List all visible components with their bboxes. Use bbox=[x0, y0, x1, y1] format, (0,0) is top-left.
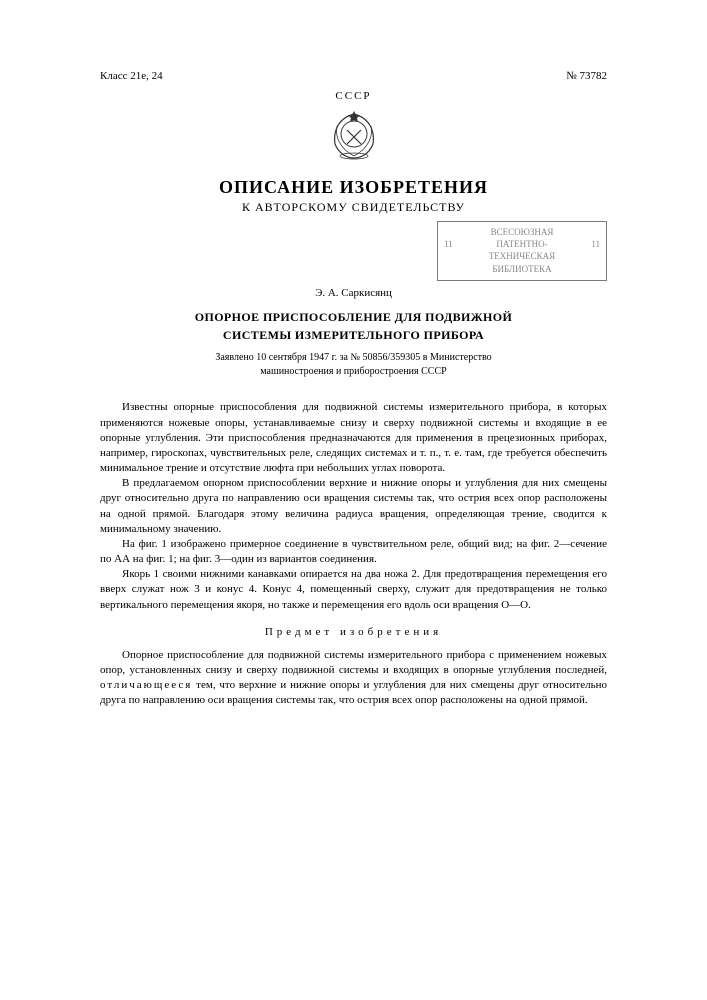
filing-info: Заявлено 10 сентября 1947 г. за № 50856/… bbox=[100, 351, 607, 378]
stamp-line1: ВСЕСОЮЗНАЯ bbox=[444, 227, 600, 239]
stamp-row: 11 ПАТЕНТНО- ТЕХНИЧЕСКАЯ 11 bbox=[444, 239, 600, 262]
document-page: Класс 21e, 24 № 73782 СССР ОПИСАНИЕ ИЗОБ… bbox=[0, 0, 707, 769]
title-main: ОПИСАНИЕ ИЗОБРЕТЕНИЯ bbox=[100, 177, 607, 198]
filing-line2: машиностроения и приборостроения СССР bbox=[260, 366, 446, 377]
stamp-right-digits: 11 bbox=[591, 239, 600, 262]
stamp-mid3: БИБЛИОТЕКА bbox=[444, 264, 600, 276]
stamp-left-digits: 11 bbox=[444, 239, 453, 262]
header-row: Класс 21e, 24 № 73782 bbox=[100, 70, 607, 82]
invention-title-line1: ОПОРНОЕ ПРИСПОСОБЛЕНИЕ ДЛЯ ПОДВИЖНОЙ bbox=[100, 309, 607, 325]
document-number: № 73782 bbox=[566, 70, 607, 82]
class-label: Класс 21e, 24 bbox=[100, 70, 163, 82]
ussr-emblem-icon bbox=[100, 108, 607, 167]
stamp-mid2: ТЕХНИЧЕСКАЯ bbox=[489, 251, 555, 261]
author-name: Э. А. Саркисянц bbox=[100, 287, 607, 299]
p5-spaced: отличающееся bbox=[100, 679, 192, 691]
library-stamp: ВСЕСОЮЗНАЯ 11 ПАТЕНТНО- ТЕХНИЧЕСКАЯ 11 Б… bbox=[437, 221, 607, 281]
paragraph-4: Якорь 1 своими нижними канавками опирает… bbox=[100, 567, 607, 613]
invention-title-line2: СИСТЕМЫ ИЗМЕРИТЕЛЬНОГО ПРИБОРА bbox=[100, 327, 607, 343]
filing-line1: Заявлено 10 сентября 1947 г. за № 50856/… bbox=[215, 352, 491, 363]
paragraph-5: Опорное приспособление для подвижной сис… bbox=[100, 648, 607, 709]
stamp-wrap: ВСЕСОЮЗНАЯ 11 ПАТЕНТНО- ТЕХНИЧЕСКАЯ 11 Б… bbox=[100, 221, 607, 281]
title-sub: К АВТОРСКОМУ СВИДЕТЕЛЬСТВУ bbox=[100, 200, 607, 215]
paragraph-1: Известны опорные приспособления для подв… bbox=[100, 400, 607, 476]
paragraph-3: На фиг. 1 изображено примерное соединени… bbox=[100, 537, 607, 567]
body-text: Известны опорные приспособления для подв… bbox=[100, 400, 607, 708]
paragraph-2: В предлагаемом опорном приспособлении ве… bbox=[100, 476, 607, 537]
stamp-mid1: ПАТЕНТНО- bbox=[496, 239, 547, 249]
section-heading: Предмет изобретения bbox=[100, 625, 607, 640]
country-label: СССР bbox=[100, 90, 607, 102]
p5-prefix: Опорное приспособление для подвижной сис… bbox=[100, 649, 607, 676]
